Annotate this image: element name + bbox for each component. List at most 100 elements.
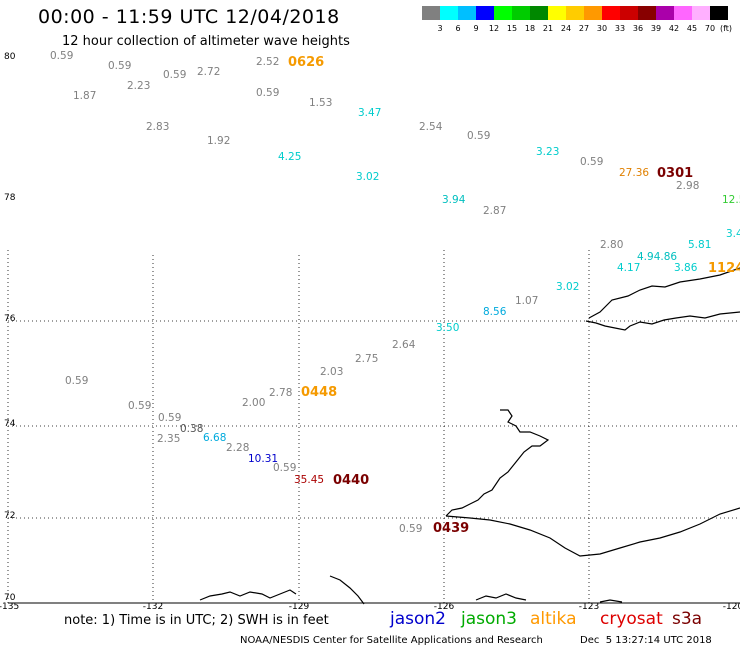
wave-height-label: 2.75 xyxy=(355,353,379,365)
legend-jason2: jason2 xyxy=(390,609,446,629)
wave-height-label: 0.59 xyxy=(256,87,280,99)
scale-swatch xyxy=(530,6,548,20)
legend-cryosat: cryosat xyxy=(600,609,663,629)
lon-label: -123 xyxy=(578,602,600,612)
wave-height-label: 0.59 xyxy=(399,523,423,535)
lon-label: -132 xyxy=(142,602,164,612)
scale-swatch xyxy=(512,6,530,20)
scale-swatch xyxy=(692,6,710,20)
wave-height-label: 1.53 xyxy=(309,97,333,109)
lat-label: 76 xyxy=(4,314,16,324)
wave-height-label: 27.36 xyxy=(619,167,650,179)
wave-height-label: 2.83 xyxy=(146,121,170,133)
wave-height-label: 2.72 xyxy=(197,66,221,78)
wave-height-label: 3.47 xyxy=(358,107,382,119)
credit-line: NOAA/NESDIS Center for Satellite Applica… xyxy=(240,635,543,646)
wave-height-label: 1.92 xyxy=(207,135,231,147)
generated-timestamp: Dec 5 13:27:14 UTC 2018 xyxy=(580,635,712,646)
wave-height-label: 2.54 xyxy=(419,121,443,133)
scale-swatch xyxy=(638,6,656,20)
wave-height-label: 0.59 xyxy=(273,462,297,474)
scale-swatch xyxy=(566,6,584,20)
pass-time-label: 0448 xyxy=(301,385,338,400)
scale-swatch xyxy=(458,6,476,20)
scale-swatch xyxy=(620,6,638,20)
units-note: note: 1) Time is in UTC; 2) SWH is in fe… xyxy=(64,613,329,628)
legend-altika: altika xyxy=(530,609,577,629)
wave-height-label: 0.38 xyxy=(180,423,204,435)
wave-height-label: 3.23 xyxy=(536,146,560,158)
wave-height-label: 10.31 xyxy=(248,453,279,465)
wave-height-label: 2.23 xyxy=(127,80,151,92)
wave-height-label: 2.78 xyxy=(269,387,293,399)
scale-label: 39 xyxy=(650,24,662,33)
scale-swatch xyxy=(548,6,566,20)
lat-label: 70 xyxy=(4,593,16,603)
wave-height-label: 2.28 xyxy=(226,442,250,454)
lon-label: -126 xyxy=(433,602,455,612)
scale-label: 9 xyxy=(473,24,479,33)
wave-height-label: 0.59 xyxy=(108,60,132,72)
lon-label: -120 xyxy=(722,602,740,612)
scale-swatch xyxy=(584,6,602,20)
map-title: 00:00 - 11:59 UTC 12/04/2018 xyxy=(38,6,340,28)
wave-height-label: 3.94 xyxy=(442,194,466,206)
scale-swatch xyxy=(656,6,674,20)
scale-swatch xyxy=(422,6,440,20)
scale-label: 36 xyxy=(632,24,644,33)
wave-height-label: 5.81 xyxy=(688,239,712,251)
wave-height-label: 2.80 xyxy=(600,239,624,251)
legend-s3a: s3a xyxy=(672,609,703,629)
wave-height-label: 3.50 xyxy=(436,322,460,334)
graticule xyxy=(7,250,740,603)
wave-height-label: 6.68 xyxy=(203,432,227,444)
lat-label: 78 xyxy=(4,193,16,203)
scale-swatch xyxy=(476,6,494,20)
wave-height-label: 2.87 xyxy=(483,205,507,217)
scale-label: 18 xyxy=(524,24,536,33)
wave-height-label: 4.94.86 xyxy=(637,251,678,263)
scale-label: 42 xyxy=(668,24,680,33)
pass-time-label: 0626 xyxy=(288,55,325,70)
pass-time-label: 0301 xyxy=(657,166,694,181)
scale-label: 30 xyxy=(596,24,608,33)
scale-label: 27 xyxy=(578,24,590,33)
scale-label: 3 xyxy=(437,24,443,33)
scale-swatch xyxy=(440,6,458,20)
scale-swatch xyxy=(494,6,512,20)
wave-height-label: 2.03 xyxy=(320,366,344,378)
scale-label: 15 xyxy=(506,24,518,33)
scale-swatch xyxy=(674,6,692,20)
wave-height-label: 2.52 xyxy=(256,56,280,68)
wave-height-label: 4.17 xyxy=(617,262,641,274)
scale-unit: (ft) xyxy=(720,24,733,33)
lon-label: -129 xyxy=(288,602,310,612)
lon-label: -135 xyxy=(0,602,20,612)
scale-label: 70 xyxy=(704,24,716,33)
wave-height-label: 3.02 xyxy=(556,281,580,293)
scale-label: 33 xyxy=(614,24,626,33)
pass-time-label: 1124 xyxy=(708,261,740,276)
map-subtitle: 12 hour collection of altimeter wave hei… xyxy=(62,34,350,49)
scale-label: 21 xyxy=(542,24,554,33)
wave-height-label: 0.59 xyxy=(128,400,152,412)
wave-height-label: 2.98 xyxy=(676,180,700,192)
scale-swatch xyxy=(710,6,728,20)
wave-height-label: 12.5 xyxy=(722,194,740,206)
wave-height-label: 0.59 xyxy=(50,50,74,62)
legend-jason3: jason3 xyxy=(461,609,517,629)
wave-height-label: 1.07 xyxy=(515,295,539,307)
wave-height-label: 0.59 xyxy=(65,375,89,387)
wave-height-label: 3.86 xyxy=(674,262,698,274)
lat-label: 74 xyxy=(4,419,16,429)
scale-label: 12 xyxy=(488,24,500,33)
scale-label: 24 xyxy=(560,24,572,33)
wave-height-label: 3.4 xyxy=(726,228,740,240)
wave-height-label: 1.87 xyxy=(73,90,97,102)
pass-time-label: 0440 xyxy=(333,473,370,488)
wave-height-label: 0.59 xyxy=(467,130,491,142)
scale-label: 45 xyxy=(686,24,698,33)
wave-height-label: 2.64 xyxy=(392,339,416,351)
wave-height-label: 0.59 xyxy=(163,69,187,81)
wave-height-label: 0.59 xyxy=(580,156,604,168)
